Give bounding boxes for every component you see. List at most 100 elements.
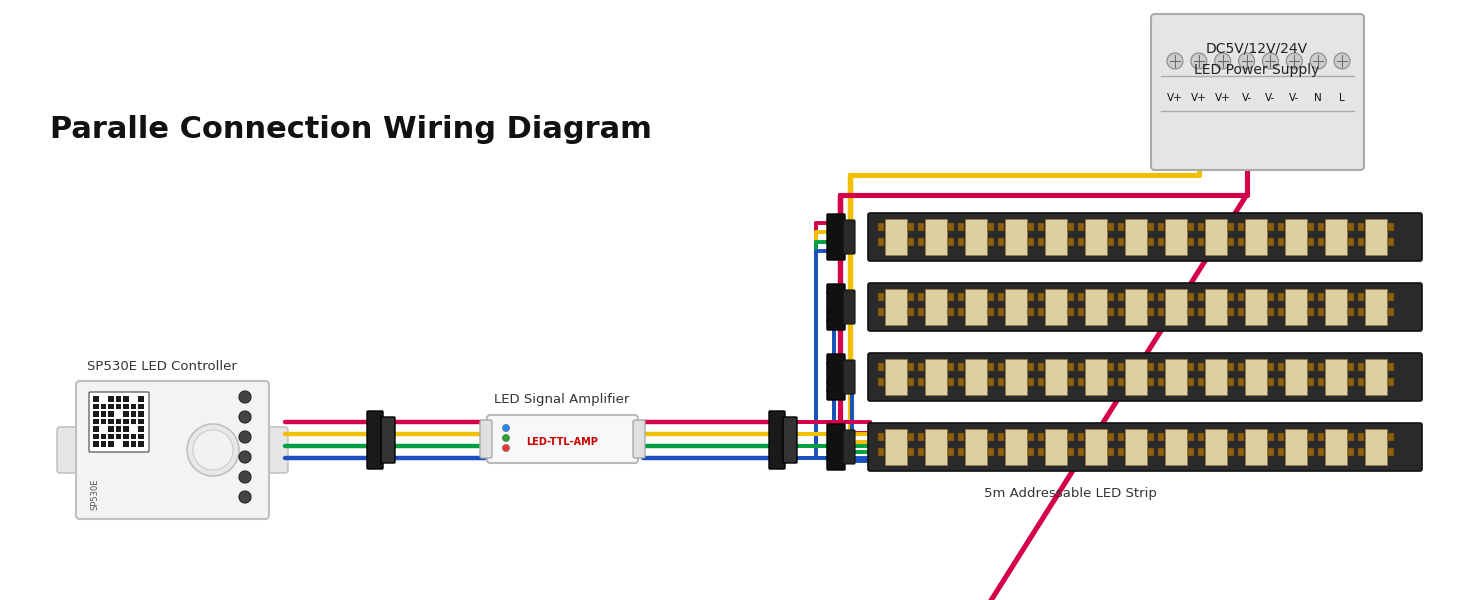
Bar: [1187, 293, 1195, 301]
Bar: [1158, 223, 1164, 231]
Bar: [949, 293, 955, 301]
Bar: [957, 378, 963, 386]
Bar: [1158, 308, 1164, 316]
Bar: [1318, 308, 1323, 316]
Bar: [123, 419, 129, 424]
Bar: [1038, 238, 1044, 246]
Bar: [1028, 448, 1034, 456]
Bar: [1118, 308, 1124, 316]
Text: SP530E LED Controller: SP530E LED Controller: [86, 360, 237, 373]
Bar: [1078, 293, 1083, 301]
Bar: [1085, 429, 1107, 465]
Bar: [998, 308, 1004, 316]
Bar: [998, 223, 1004, 231]
Text: V-: V-: [1290, 93, 1300, 103]
Bar: [130, 419, 136, 424]
Bar: [1268, 238, 1274, 246]
Bar: [1388, 378, 1394, 386]
Bar: [918, 448, 924, 456]
Bar: [1325, 219, 1347, 255]
Bar: [949, 308, 955, 316]
Bar: [949, 433, 955, 441]
Bar: [1028, 433, 1034, 441]
Bar: [1268, 448, 1274, 456]
FancyBboxPatch shape: [1151, 14, 1364, 170]
Bar: [1108, 293, 1114, 301]
Bar: [1078, 363, 1083, 371]
Bar: [1268, 363, 1274, 371]
Bar: [925, 219, 947, 255]
Bar: [1205, 429, 1227, 465]
FancyBboxPatch shape: [262, 427, 288, 473]
Bar: [1038, 433, 1044, 441]
Bar: [1165, 219, 1187, 255]
Bar: [1078, 378, 1083, 386]
Bar: [1187, 378, 1195, 386]
Bar: [1038, 378, 1044, 386]
Bar: [1278, 308, 1284, 316]
Bar: [957, 223, 963, 231]
Bar: [108, 396, 114, 401]
Bar: [908, 448, 914, 456]
Bar: [101, 419, 105, 424]
Bar: [1124, 219, 1146, 255]
Bar: [1388, 448, 1394, 456]
Bar: [1198, 448, 1203, 456]
Bar: [1108, 363, 1114, 371]
Bar: [1278, 238, 1284, 246]
Bar: [123, 403, 129, 409]
Bar: [1364, 359, 1386, 395]
Bar: [988, 308, 994, 316]
Bar: [101, 411, 105, 416]
Circle shape: [1239, 53, 1255, 69]
Bar: [925, 289, 947, 325]
Bar: [101, 433, 105, 439]
Bar: [1239, 433, 1244, 441]
Bar: [1228, 363, 1234, 371]
Bar: [138, 396, 143, 401]
Bar: [1205, 219, 1227, 255]
Circle shape: [1310, 53, 1326, 69]
Bar: [1078, 448, 1083, 456]
Bar: [123, 433, 129, 439]
Text: V+: V+: [1167, 93, 1183, 103]
Bar: [1158, 378, 1164, 386]
Bar: [1118, 363, 1124, 371]
Bar: [1325, 289, 1347, 325]
Bar: [886, 359, 908, 395]
Bar: [988, 238, 994, 246]
Bar: [998, 363, 1004, 371]
Bar: [988, 378, 994, 386]
Bar: [925, 359, 947, 395]
Bar: [1038, 448, 1044, 456]
Bar: [988, 293, 994, 301]
Bar: [957, 293, 963, 301]
Bar: [1038, 293, 1044, 301]
Bar: [94, 411, 98, 416]
Circle shape: [1262, 53, 1278, 69]
Bar: [130, 433, 136, 439]
Bar: [116, 396, 122, 401]
Bar: [957, 308, 963, 316]
Bar: [1278, 363, 1284, 371]
Bar: [123, 411, 129, 416]
Bar: [878, 238, 884, 246]
Bar: [1228, 378, 1234, 386]
Bar: [925, 429, 947, 465]
Bar: [108, 419, 114, 424]
Bar: [1038, 308, 1044, 316]
Bar: [1388, 308, 1394, 316]
Bar: [965, 219, 987, 255]
Bar: [1198, 293, 1203, 301]
Bar: [1118, 293, 1124, 301]
Bar: [94, 433, 98, 439]
Bar: [998, 433, 1004, 441]
Bar: [988, 448, 994, 456]
Bar: [878, 308, 884, 316]
Bar: [1028, 378, 1034, 386]
Bar: [1359, 363, 1364, 371]
Bar: [908, 308, 914, 316]
Bar: [1388, 433, 1394, 441]
Bar: [1148, 433, 1154, 441]
Bar: [1124, 289, 1146, 325]
